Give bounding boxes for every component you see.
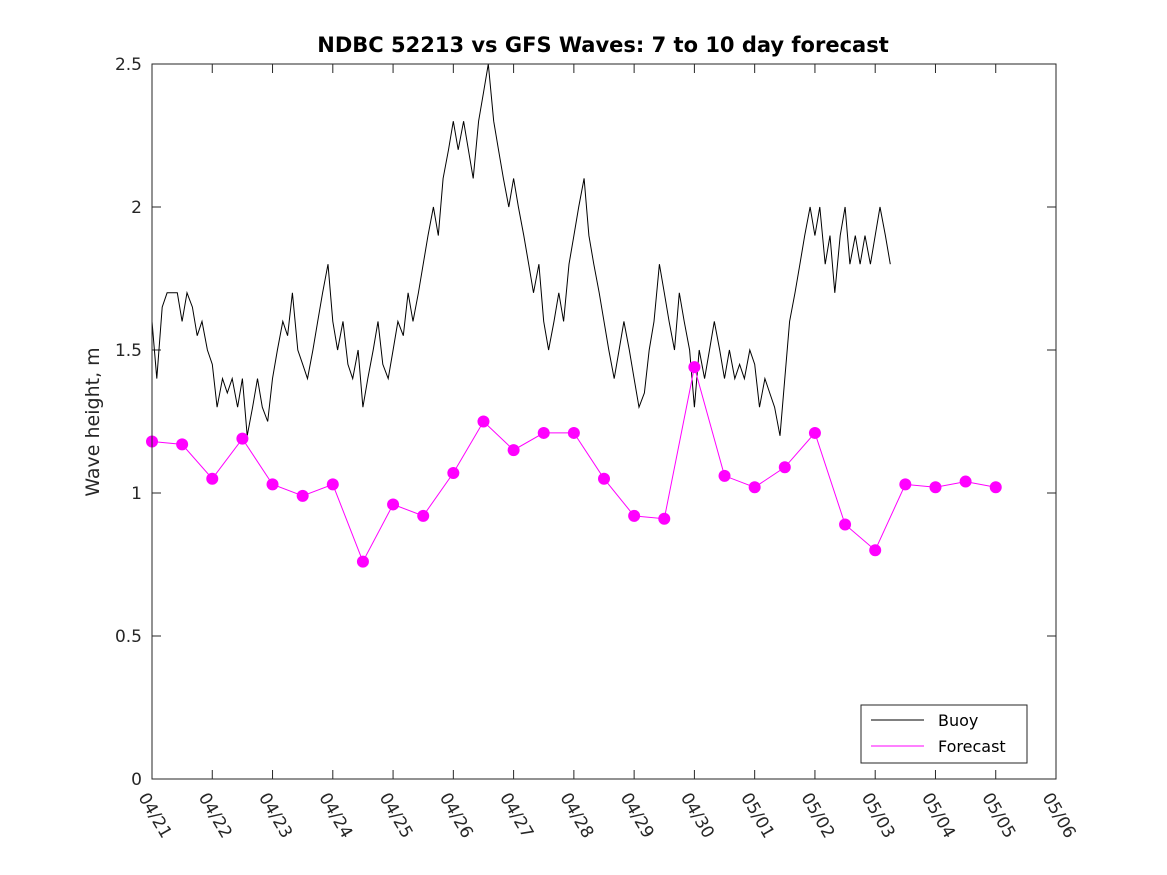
legend-forecast-label: Forecast [938, 737, 1006, 756]
forecast-point [296, 489, 309, 502]
forecast-point [748, 481, 761, 494]
forecast-point [899, 478, 912, 491]
forecast-point [206, 472, 219, 485]
forecast-point [808, 426, 821, 439]
forecast-point [567, 426, 580, 439]
forecast-point [266, 478, 279, 491]
buoy-series-line [151, 63, 891, 436]
forecast-point [236, 432, 249, 445]
chart-title: NDBC 52213 vs GFS Waves: 7 to 10 day for… [317, 33, 888, 57]
forecast-point [718, 469, 731, 482]
series-layer [146, 63, 1002, 568]
y-axis-label: Wave height, m [82, 347, 104, 496]
forecast-point [326, 478, 339, 491]
forecast-point [537, 426, 550, 439]
forecast-point [869, 544, 882, 557]
forecast-point [959, 475, 972, 488]
forecast-point [989, 481, 1002, 494]
y-tick-labels: 0 0.5 1 1.5 2 2.5 [115, 55, 142, 790]
forecast-point [658, 512, 671, 525]
forecast-point [477, 415, 490, 428]
forecast-point [176, 438, 189, 451]
forecast-point [839, 518, 852, 531]
forecast-point [447, 466, 460, 479]
y-tick-label: 1 [131, 484, 142, 504]
y-tick-label: 0 [131, 770, 142, 790]
y-tick-label: 1.5 [115, 341, 142, 361]
forecast-point [417, 509, 430, 522]
legend-box [860, 704, 1028, 764]
forecast-point [598, 472, 610, 485]
forecast-point [688, 361, 701, 374]
y-tick-label: 2 [131, 198, 142, 218]
y-tick-label: 2.5 [115, 55, 142, 75]
forecast-point [507, 444, 520, 457]
forecast-point [628, 509, 641, 522]
forecast-point [356, 555, 369, 568]
plot-frame [151, 63, 1057, 780]
forecast-point [929, 481, 942, 494]
forecast-point [387, 498, 400, 511]
forecast-point [778, 461, 791, 474]
legend-buoy-label: Buoy [938, 711, 978, 730]
y-tick-label: 0.5 [115, 627, 142, 647]
legend: Buoy Forecast [860, 704, 1028, 764]
